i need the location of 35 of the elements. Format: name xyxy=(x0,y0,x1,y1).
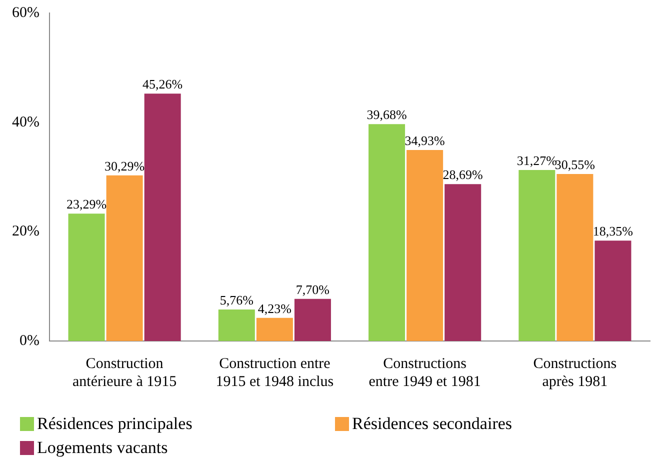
data-label: 45,26% xyxy=(142,76,183,92)
bar xyxy=(556,174,594,341)
bar xyxy=(144,94,181,341)
legend-label: Résidences principales xyxy=(37,414,192,434)
bar xyxy=(594,240,632,341)
data-label: 30,29% xyxy=(104,158,145,174)
data-label: 4,23% xyxy=(258,300,292,316)
data-label: 5,76% xyxy=(220,292,254,308)
legend-label: Résidences secondaires xyxy=(352,414,512,434)
data-label: 31,27% xyxy=(516,152,558,168)
y-tick-label: 60% xyxy=(12,4,40,21)
x-tick-label: Constructions entre 1949 et 1981 xyxy=(368,356,481,390)
legend-label: Logements vacants xyxy=(37,438,168,458)
bar xyxy=(368,124,406,341)
bar xyxy=(218,310,255,341)
bar xyxy=(444,184,482,341)
bar xyxy=(518,170,556,341)
data-label: 28,69% xyxy=(442,167,484,182)
y-tick-label: 0% xyxy=(19,332,40,349)
bar xyxy=(294,298,331,341)
x-tick-label: Constructions après 1981 xyxy=(533,356,617,390)
data-label: 23,29% xyxy=(66,196,107,212)
data-label: 39,68% xyxy=(366,107,407,122)
bar xyxy=(406,150,444,341)
x-tick-label: Construction entre 1915 et 1948 inclus xyxy=(216,356,334,390)
data-label: 30,55% xyxy=(554,156,596,172)
data-label: 18,35% xyxy=(592,224,634,239)
bar xyxy=(106,175,143,341)
data-label: 34,93% xyxy=(404,132,446,148)
x-tick-label: Construction antérieure à 1915 xyxy=(72,356,177,390)
y-tick-label: 40% xyxy=(12,114,40,130)
y-tick-label: 20% xyxy=(12,224,40,240)
bar xyxy=(256,318,293,341)
data-label: 7,70% xyxy=(296,282,330,297)
bar xyxy=(68,214,105,341)
